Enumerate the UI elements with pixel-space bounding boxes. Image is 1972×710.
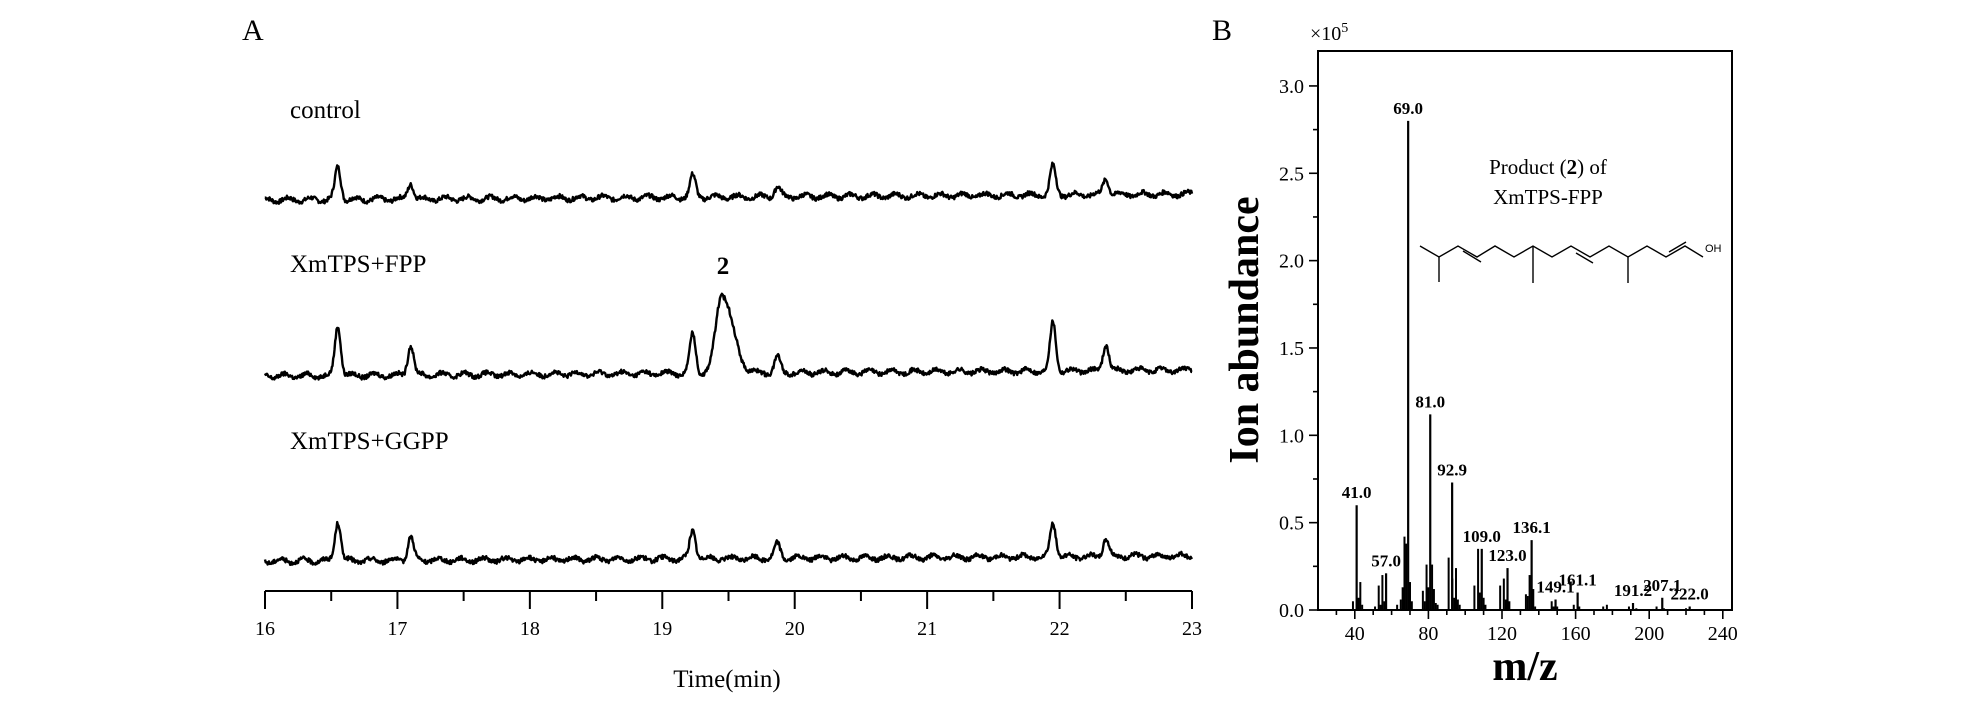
- structure-oh-label: OH: [1705, 243, 1722, 255]
- x-tick-label: 21: [917, 618, 937, 640]
- peak-label-136.1: 136.1: [1512, 518, 1550, 537]
- abundance-tick-label: 1.5: [1279, 338, 1304, 360]
- mz-tick-label: 40: [1345, 623, 1365, 645]
- y-scale-exponent: 5: [1341, 21, 1348, 36]
- panel-b-label: B: [1212, 14, 1232, 47]
- peak-label-222.0: 222.0: [1671, 585, 1709, 604]
- peak-label-69.0: 69.0: [1393, 99, 1423, 118]
- x-axis-title-mz: m/z: [1492, 644, 1557, 690]
- abundance-tick-label: 2.0: [1279, 251, 1304, 273]
- peak-label-123.0: 123.0: [1488, 546, 1526, 565]
- x-tick-label: 19: [652, 618, 672, 640]
- x-tick-label: 23: [1182, 618, 1202, 640]
- compound-2-label: 2: [717, 253, 730, 280]
- x-tick-label: 18: [520, 618, 540, 640]
- chromatogram-traces: [263, 161, 1194, 566]
- chromatogram-trace: [263, 520, 1194, 566]
- x-tick-label: 16: [255, 618, 275, 640]
- trace-label-control: control: [290, 97, 361, 124]
- x-tick-label: 17: [387, 618, 407, 640]
- abundance-tick-label: 0.0: [1279, 600, 1304, 622]
- panel-a-label: A: [242, 14, 264, 47]
- y-axis-title-ion-abundance: Ion abundance: [1222, 196, 1268, 463]
- trace-label-fpp: XmTPS+FPP: [290, 251, 426, 278]
- inset-caption-compound: 2: [1567, 155, 1578, 179]
- x-axis-ticks: 16 17 18 19 20 21 22 23: [255, 591, 1202, 640]
- farnesol-structure-drawing: [1419, 241, 1704, 283]
- peak-label-207.1: 207.1: [1643, 576, 1681, 595]
- spectrum-y-axis: 0.0 0.5 1.0 1.5 2.0 2.5 3.0: [1279, 76, 1318, 622]
- mz-tick-label: 200: [1634, 623, 1664, 645]
- inset-caption-pre: Product (: [1489, 155, 1567, 179]
- mz-tick-label: 80: [1418, 623, 1438, 645]
- inset-caption-line1: Product (2) of: [1489, 155, 1607, 179]
- inset-caption-line2: XmTPS-FPP: [1493, 185, 1603, 209]
- chromatogram-trace: [263, 292, 1193, 381]
- peak-label-92.9: 92.9: [1437, 460, 1467, 479]
- panel-a-chromatograms: A control XmTPS+FPP XmTPS+GGPP 2 16 17 18 1…: [242, 14, 1202, 693]
- chromatogram-trace: [264, 161, 1194, 205]
- spectrum-bars: [1351, 120, 1691, 610]
- abundance-tick-label: 3.0: [1279, 76, 1304, 98]
- x-axis-time: 16 17 18 19 20 21 22 23: [255, 590, 1202, 640]
- peak-label-191.2: 191.2: [1614, 581, 1652, 600]
- x-tick-label: 22: [1050, 618, 1070, 640]
- y-scale-note: ×105: [1310, 21, 1348, 45]
- x-axis-title-time: Time(min): [673, 666, 780, 693]
- product-structure-inset: Product (2) of XmTPS-FPP OH: [1419, 155, 1722, 283]
- mz-tick-label: 240: [1708, 623, 1738, 645]
- x-tick-label: 20: [785, 618, 805, 640]
- peak-label-149.1: 149.1: [1536, 578, 1574, 597]
- trace-label-ggpp: XmTPS+GGPP: [290, 428, 449, 455]
- mz-tick-label: 160: [1561, 623, 1591, 645]
- spectrum-x-axis: 40 80 120 160 200 240: [1335, 610, 1738, 645]
- inset-caption-post: ) of: [1577, 155, 1607, 179]
- abundance-tick-label: 1.0: [1279, 425, 1304, 447]
- y-scale-base: ×10: [1310, 23, 1341, 45]
- abundance-tick-label: 0.5: [1279, 513, 1304, 535]
- mz-tick-label: 120: [1487, 623, 1517, 645]
- trace-labels: control XmTPS+FPP XmTPS+GGPP: [290, 97, 449, 455]
- peak-label-109.0: 109.0: [1463, 527, 1501, 546]
- abundance-tick-label: 2.5: [1279, 163, 1304, 185]
- peak-label-57.0: 57.0: [1371, 551, 1401, 570]
- peak-label-81.0: 81.0: [1415, 392, 1445, 411]
- peak-label-41.0: 41.0: [1342, 483, 1372, 502]
- peak-label-161.1: 161.1: [1558, 571, 1596, 590]
